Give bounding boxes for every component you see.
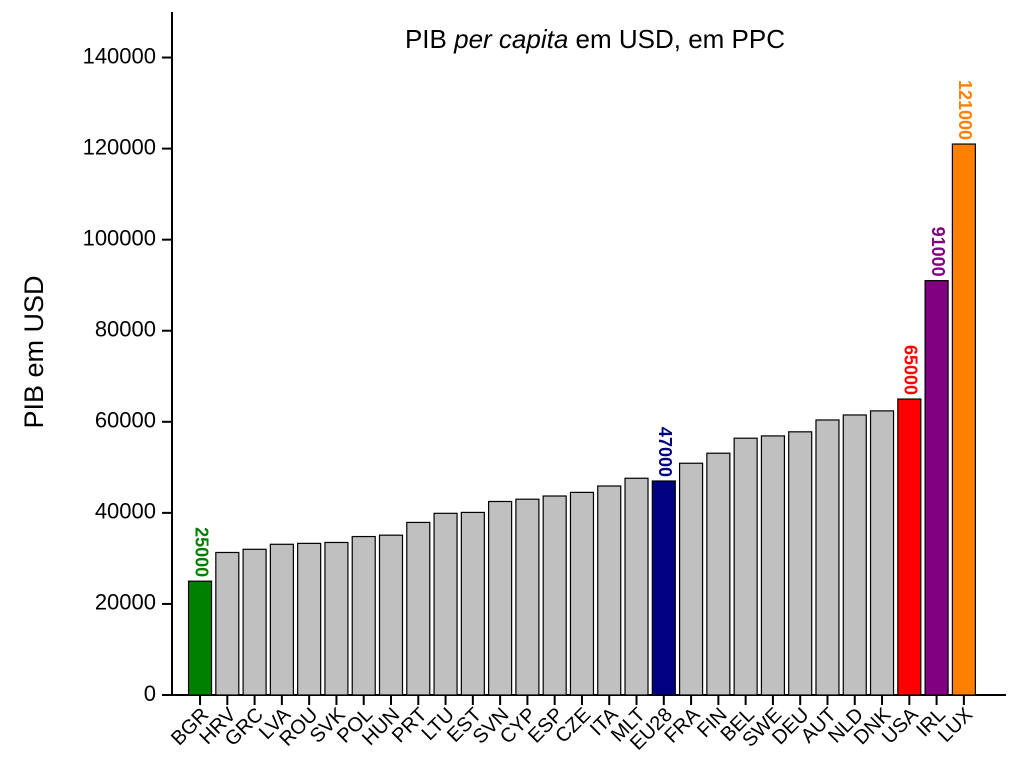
bar [488, 500, 513, 696]
data-label: 91000 [928, 227, 948, 277]
bar [187, 580, 213, 696]
title-part: em USD, em PPC [568, 24, 785, 54]
y-tick-label: 140000 [83, 43, 156, 68]
bar [242, 548, 267, 696]
bar [269, 543, 294, 696]
bar [788, 431, 813, 696]
bar [297, 542, 322, 696]
bar [597, 485, 622, 696]
bar [433, 512, 458, 696]
bar [897, 398, 922, 696]
y-tick-label: 0 [144, 681, 156, 706]
bar [624, 477, 649, 696]
y-tick-label: 100000 [83, 225, 156, 250]
bar [542, 495, 567, 696]
bar [651, 480, 676, 696]
y-tick-label: 60000 [95, 408, 156, 433]
bar [351, 535, 376, 696]
bar [460, 511, 485, 696]
bar [406, 521, 431, 696]
bar [733, 437, 758, 696]
bar [678, 462, 704, 696]
title-part: per capita [453, 24, 568, 54]
bar [842, 414, 867, 696]
bar [760, 435, 786, 696]
y-axis-label: PIB em USD [19, 275, 49, 428]
bar [215, 551, 240, 696]
bar [378, 534, 404, 696]
y-tick-label: 120000 [83, 134, 156, 159]
bar [324, 541, 349, 696]
bar [815, 419, 840, 696]
data-label: 47000 [655, 427, 675, 477]
y-tick-label: 20000 [95, 590, 156, 615]
bar [569, 491, 595, 696]
bar [869, 410, 895, 696]
bar [706, 452, 731, 696]
data-label: 25000 [191, 527, 211, 577]
chart-title: PIB per capita em USD, em PPC [405, 24, 785, 54]
y-tick-label: 40000 [95, 499, 156, 524]
y-tick-label: 80000 [95, 317, 156, 342]
data-label: 65000 [901, 345, 921, 395]
bar [951, 143, 976, 696]
title-part: PIB [405, 24, 454, 54]
data-label: 121000 [955, 80, 975, 140]
bar [515, 498, 540, 696]
bar [924, 280, 949, 696]
